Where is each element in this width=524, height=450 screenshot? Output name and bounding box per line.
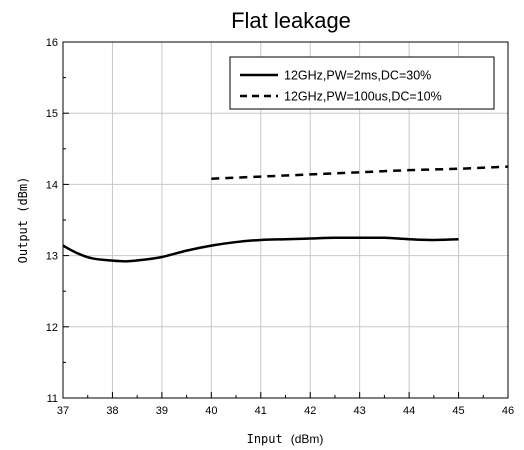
y-tick-label: 12 [46, 322, 58, 334]
x-tick-label: 41 [255, 405, 267, 417]
y-tick-label: 15 [46, 108, 58, 120]
y-tick-label: 11 [47, 393, 58, 405]
x-tick-label: 45 [452, 405, 464, 417]
y-tick-label: 14 [46, 179, 58, 191]
x-tick-label: 43 [354, 405, 366, 417]
x-tick-label: 40 [205, 405, 217, 417]
series-line-2 [211, 165, 509, 180]
y-tick-label: 16 [46, 37, 58, 49]
y-axis-label: Output (dBm) [16, 177, 30, 264]
x-axis-label-unit: (dBm) [291, 432, 324, 446]
legend-label-series-1: 12GHz,PW=2ms,DC=30% [284, 69, 431, 83]
series-line-1 [62, 236, 459, 263]
x-axis-label: Input (dBm) [247, 430, 324, 447]
x-tick-label: 42 [304, 405, 316, 417]
legend-box [229, 56, 495, 110]
x-axis-label-main: Input [247, 432, 283, 446]
axes: 37 38 39 40 41 42 43 44 45 46 11 12 13 14 15 16 [46, 37, 514, 417]
chart-title: Flat leakage [231, 8, 351, 33]
x-tick-label: 37 [57, 405, 69, 417]
x-tick-label: 44 [403, 405, 415, 417]
legend: 12GHz,PW=2ms,DC=30% 12GHz,PW=100us,DC=10… [229, 56, 495, 110]
x-tick-label: 39 [156, 405, 168, 417]
series-layer [62, 165, 509, 263]
x-tick-label: 38 [106, 405, 118, 417]
legend-label-series-2: 12GHz,PW=100us,DC=10% [284, 90, 442, 104]
y-tick-label: 13 [46, 251, 58, 263]
x-tick-label: 46 [502, 405, 514, 417]
